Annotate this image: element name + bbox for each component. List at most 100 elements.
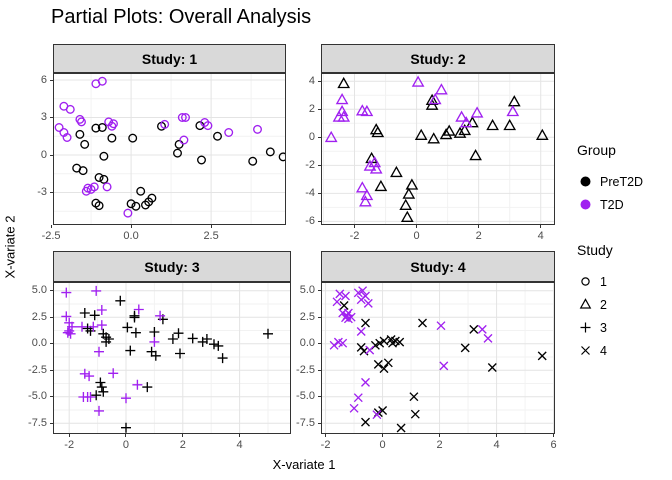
data-point-pret2d	[460, 343, 470, 353]
facet-panel	[53, 282, 291, 434]
data-point-pret2d	[453, 126, 467, 138]
x-tick-mark	[496, 434, 498, 437]
data-point-pret2d	[263, 328, 273, 339]
y-tick-mark	[50, 422, 53, 424]
data-point-pret2d	[442, 124, 456, 136]
y-tick-label: -4	[305, 186, 315, 199]
legend-item-t2d: T2D	[577, 193, 643, 216]
data-point-t2d	[149, 336, 160, 347]
legend-item-label: 3	[600, 320, 607, 335]
y-tick-mark	[50, 396, 53, 398]
data-point-pret2d	[173, 148, 182, 158]
x-tick-label: 4	[493, 439, 500, 451]
data-point-t2d	[155, 310, 166, 321]
data-point-t2d	[332, 297, 342, 307]
data-point-pret2d	[130, 327, 141, 338]
data-point-pret2d	[136, 186, 146, 196]
data-point-pret2d	[142, 382, 153, 393]
x-tick-label: -2	[64, 439, 75, 451]
data-point-t2d	[459, 116, 473, 128]
data-point-t2d	[341, 291, 350, 301]
x-tick-label: 0	[379, 439, 386, 451]
y-tick-label: -5.0	[296, 390, 315, 403]
facet-strip-label: Study: 2	[410, 50, 466, 67]
data-point-t2d	[356, 295, 366, 305]
data-point-t2d	[428, 93, 442, 105]
data-point-t2d	[369, 162, 383, 174]
data-point-pret2d	[379, 336, 389, 346]
x-tick-mark	[382, 434, 384, 437]
x-tick-mark	[182, 434, 184, 437]
y-tick-mark	[50, 343, 53, 345]
data-point-t2d	[85, 392, 96, 402]
data-point-pret2d	[213, 131, 222, 141]
x-tick-label: -2	[320, 439, 331, 451]
data-point-pret2d	[115, 295, 126, 306]
data-point-pret2d	[374, 179, 388, 192]
x-tick-label: 2.5	[203, 230, 219, 242]
data-point-pret2d	[466, 116, 479, 128]
y-tick-mark	[318, 80, 321, 82]
data-point-pret2d	[79, 308, 90, 318]
data-point-pret2d	[129, 312, 140, 323]
data-point-pret2d	[486, 118, 499, 131]
data-point-t2d	[61, 287, 72, 298]
data-point-pret2d	[361, 318, 370, 328]
x-tick-label: -2.5	[41, 230, 61, 242]
data-point-pret2d	[390, 165, 403, 178]
data-point-t2d	[88, 321, 99, 332]
data-point-t2d	[123, 208, 133, 218]
legend-item-label: PreT2D	[600, 174, 644, 189]
y-tick-mark	[318, 290, 321, 292]
data-point-t2d	[77, 321, 87, 332]
data-point-pret2d	[122, 322, 133, 333]
y-tick-label: 2	[308, 102, 315, 115]
data-point-pret2d	[535, 128, 549, 140]
y-tick-mark	[318, 396, 321, 398]
y-tick-label: 2.5	[31, 310, 47, 323]
y-tick-label: 0.0	[31, 337, 47, 350]
facet-strip: Study: 2	[321, 44, 555, 73]
data-point-pret2d	[425, 93, 439, 105]
data-point-pret2d	[107, 133, 117, 143]
data-point-t2d	[81, 186, 91, 196]
data-point-pret2d	[339, 301, 349, 310]
data-point-pret2d	[89, 310, 100, 321]
data-point-t2d	[360, 104, 374, 117]
x-tick-mark	[125, 434, 127, 437]
data-point-t2d	[160, 119, 170, 129]
data-point-t2d	[361, 377, 370, 387]
data-point-t2d	[411, 75, 425, 87]
data-point-t2d	[54, 123, 64, 132]
y-tick-mark	[50, 192, 53, 193]
data-point-pret2d	[405, 178, 419, 190]
data-point-t2d	[363, 159, 377, 171]
y-tick-mark	[318, 422, 321, 424]
data-point-t2d	[356, 327, 366, 336]
legend-item-label: 4	[600, 343, 607, 358]
filled-circle-black-icon	[580, 176, 591, 187]
data-point-pret2d	[487, 363, 497, 372]
data-point-pret2d	[94, 201, 104, 211]
x-tick-mark	[478, 225, 480, 228]
y-tick-mark	[50, 79, 53, 81]
data-point-pret2d	[383, 358, 393, 368]
data-point-t2d	[224, 128, 234, 137]
data-point-pret2d	[378, 406, 388, 415]
data-point-t2d	[365, 345, 375, 355]
data-point-t2d	[477, 324, 487, 334]
data-point-pret2d	[128, 133, 138, 143]
facet-strip: Study: 3	[53, 251, 291, 282]
data-point-pret2d	[507, 95, 521, 107]
data-point-t2d	[96, 320, 107, 331]
data-point-pret2d	[503, 118, 517, 131]
y-tick-label: -3	[37, 186, 47, 198]
data-point-pret2d	[410, 409, 420, 419]
legend-item-label: T2D	[600, 197, 624, 212]
y-axis-title: X-variate 2	[2, 215, 18, 279]
facet-strip: Study: 4	[321, 251, 555, 282]
plot-title: Partial Plots: Overall Analysis	[51, 6, 312, 28]
panel-border	[321, 73, 555, 225]
y-tick-label: -2	[305, 158, 315, 171]
